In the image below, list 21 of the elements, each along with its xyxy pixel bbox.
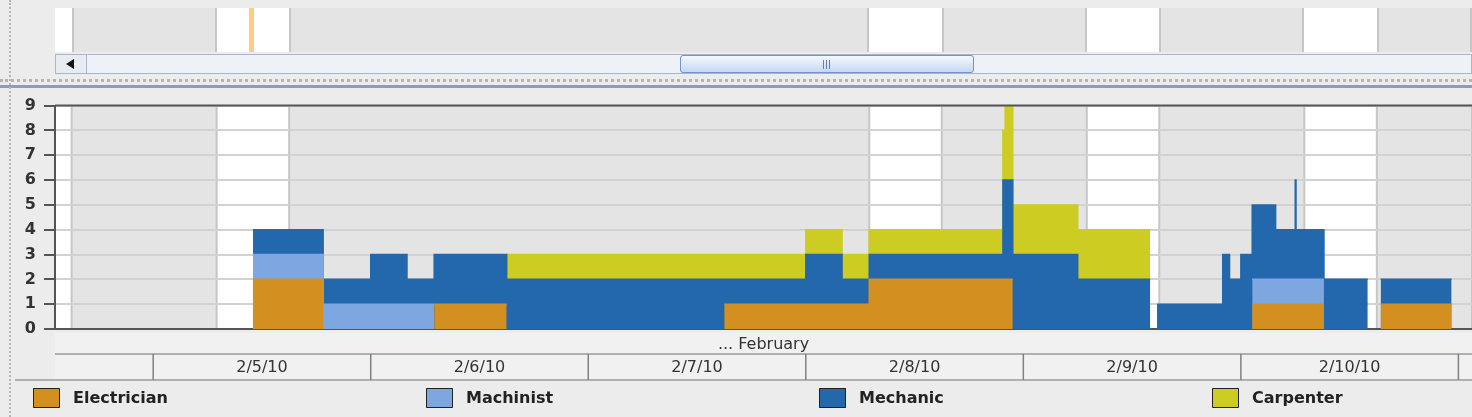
- x-tick-label: 2/6/10: [453, 357, 506, 377]
- y-tick-label: 2: [24, 268, 36, 288]
- y-tick-label: 0: [24, 318, 36, 338]
- legend-label: Mechanic: [859, 388, 944, 408]
- y-tick-label: 4: [24, 218, 36, 238]
- legend-label: Electrician: [73, 388, 168, 408]
- y-tick-label: 8: [24, 119, 36, 139]
- x-tick-label: 2/7/10: [671, 357, 723, 377]
- x-tick-label: 2/10/10: [1318, 357, 1381, 377]
- legend-label: Machinist: [466, 388, 554, 408]
- y-tick-label: 3: [24, 243, 36, 263]
- y-tick-label: 7: [24, 144, 36, 164]
- y-tick-label: 6: [24, 169, 36, 189]
- y-tick-label: 5: [24, 194, 36, 214]
- x-tick-label: 2/8/10: [888, 357, 941, 377]
- y-tick-label: 9: [24, 94, 36, 114]
- x-tick-label: 2/5/10: [236, 357, 288, 377]
- y-tick-label: 1: [24, 293, 36, 313]
- x-tick-label: 2/9/10: [1106, 357, 1158, 377]
- legend-label: Carpenter: [1252, 388, 1343, 408]
- x-axis-title: ... February: [717, 333, 810, 353]
